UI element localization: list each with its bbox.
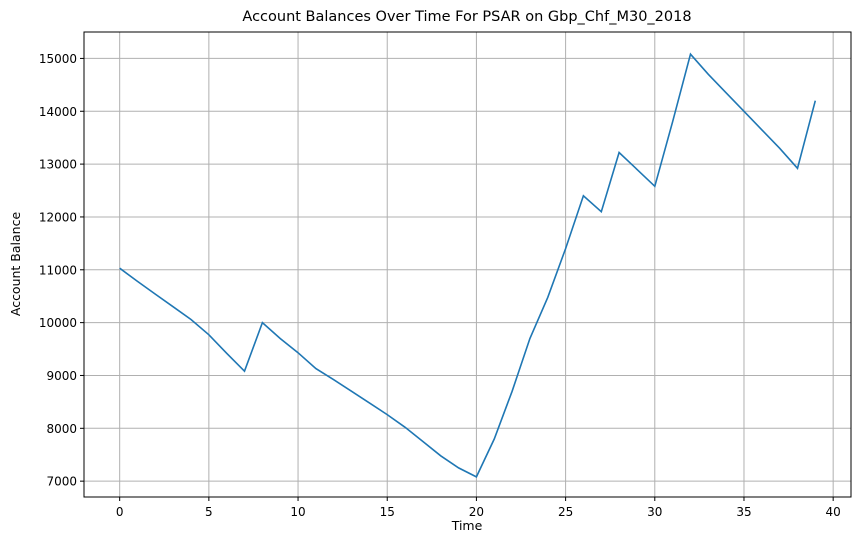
grid bbox=[84, 32, 851, 497]
series-line bbox=[119, 52, 817, 478]
y-tick-label: 9000 bbox=[46, 369, 77, 383]
y-tick-label: 12000 bbox=[39, 210, 77, 224]
y-tick-label: 13000 bbox=[39, 158, 77, 172]
y-tick-label: 11000 bbox=[39, 263, 77, 277]
x-tick-label: 25 bbox=[558, 505, 573, 519]
x-axis-label: Time bbox=[451, 518, 483, 533]
x-tick-label: 35 bbox=[736, 505, 751, 519]
x-axis: 0 5 10 15 20 25 30 35 40 bbox=[116, 497, 841, 519]
y-axis: 7000 8000 9000 10000 11000 12000 13000 14000 150… bbox=[39, 52, 84, 489]
x-tick-label: 10 bbox=[290, 505, 305, 519]
y-tick-label: 15000 bbox=[39, 52, 77, 66]
x-tick-label: 20 bbox=[469, 505, 484, 519]
y-axis-label: Account Balance bbox=[8, 212, 23, 317]
plot-frame bbox=[83, 31, 852, 498]
y-tick-label: 7000 bbox=[46, 475, 77, 489]
x-tick-label: 5 bbox=[205, 505, 213, 519]
x-tick-label: 40 bbox=[826, 505, 841, 519]
y-tick-label: 8000 bbox=[46, 422, 77, 436]
y-tick-label: 14000 bbox=[39, 105, 77, 119]
chart-title: Account Balances Over Time For PSAR on G… bbox=[242, 9, 691, 25]
x-tick-label: 15 bbox=[380, 505, 395, 519]
x-tick-label: 30 bbox=[647, 505, 662, 519]
y-tick-label: 10000 bbox=[39, 316, 77, 330]
x-tick-label: 0 bbox=[116, 505, 124, 519]
